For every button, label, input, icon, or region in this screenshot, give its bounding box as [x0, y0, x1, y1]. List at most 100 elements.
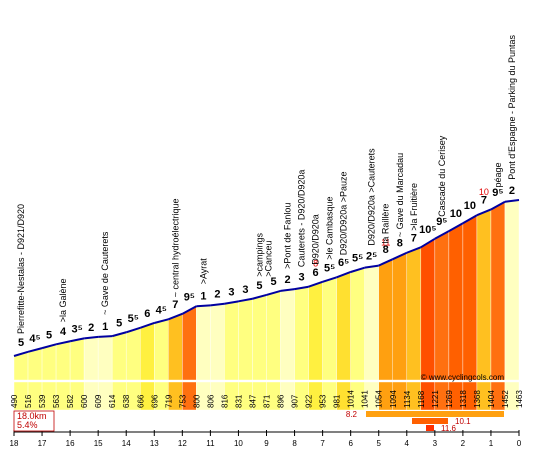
km-tick-label: 14 — [122, 439, 131, 448]
grade-label: 2 — [88, 322, 94, 334]
km-tick-label: 7 — [320, 439, 325, 448]
location-label: D920/D920a >Cauterets — [367, 148, 377, 246]
altitude-label: 1134 — [403, 390, 412, 408]
altitude-label: 638 — [122, 394, 131, 408]
km-tick-label: 13 — [150, 439, 159, 448]
altitude-label: 847 — [248, 394, 257, 408]
altitude-label: 490 — [10, 394, 19, 408]
altitude-label: 614 — [108, 394, 117, 408]
legend-label: 10.1 — [455, 417, 471, 426]
grade-label: 10⁵ — [419, 224, 436, 236]
profile-line — [13, 350, 29, 357]
location-label: la Raillère — [381, 204, 391, 244]
location-label: >Canceu — [263, 240, 273, 276]
profile-line — [98, 335, 113, 338]
profile-segment — [210, 303, 225, 381]
km-tick-label: 17 — [38, 439, 47, 448]
location-labels: Pierrefitte-Nestalas - D921/D920 >la Galè… — [16, 34, 517, 334]
profile-line — [238, 297, 253, 303]
profile-line — [84, 335, 99, 340]
km-tick-label: 4 — [405, 439, 410, 448]
grade-label: 10 — [464, 200, 476, 212]
grade-label: 1 — [102, 321, 108, 333]
profile-segment — [266, 290, 281, 381]
location-label: ~ central hydroélectrique — [170, 198, 180, 297]
altitude-label: 953 — [319, 394, 328, 408]
grade-label: 3 — [242, 284, 248, 296]
altitude-labels: 490 516 539 563 582 600 609 614 638 666 696 719 753 8… — [10, 390, 524, 408]
grade-label: 5⁵ — [352, 253, 363, 265]
legend-bar — [366, 411, 504, 417]
km-tick-label: 8 — [292, 439, 297, 448]
profile-line — [111, 331, 127, 338]
max-grade-label: 10 — [479, 187, 489, 197]
grade-label: 2 — [214, 289, 220, 301]
profile-segment — [83, 336, 99, 381]
km-tick-label: 6 — [348, 439, 353, 448]
grade-label: 2 — [284, 274, 290, 286]
altitude-label: 907 — [291, 394, 300, 408]
altitude-label: 1014 — [347, 390, 356, 408]
location-label: péage — [493, 162, 503, 187]
altitude-label: 1041 — [361, 390, 370, 408]
altitude-label: 816 — [220, 394, 229, 408]
location-label: >campings — [254, 232, 264, 276]
profile-segment — [55, 341, 71, 381]
profile-line — [420, 237, 436, 249]
profile-segment — [196, 305, 211, 381]
grade-label: 5⁵ — [324, 262, 335, 274]
grade-label: 4 — [60, 326, 67, 338]
profile-line — [224, 300, 239, 305]
grade-label: 5 — [116, 317, 122, 329]
profile-segment — [238, 298, 253, 381]
grade-label: 5 — [46, 329, 52, 341]
altitude-label: 582 — [66, 394, 75, 408]
grade-label: 8 — [383, 244, 389, 256]
profile-segment — [462, 214, 478, 381]
km-tick-label: 18 — [10, 439, 19, 448]
profile-segment — [41, 344, 57, 381]
profile-segment — [97, 335, 113, 381]
altitude-label: 1221 — [431, 390, 440, 408]
profile-segment — [69, 338, 85, 381]
grade-label: 6 — [144, 308, 150, 320]
grade-label: 2 — [509, 185, 515, 197]
altitude-label: 1269 — [445, 390, 454, 408]
profile-line — [41, 343, 57, 350]
profile-line — [406, 246, 422, 254]
grade-label: 7 — [481, 194, 487, 206]
profile-line — [210, 302, 225, 307]
altitude-label: 831 — [234, 394, 243, 408]
location-label: Pierrefitte-Nestalas - D921/D920 — [16, 204, 26, 334]
credit-text: © www.cyclingcols.com — [421, 373, 505, 382]
profile-segment — [364, 265, 379, 381]
max-grade-label: 11 — [381, 238, 390, 248]
profile-line — [308, 280, 323, 288]
profile-line — [27, 347, 43, 353]
profile-segment — [111, 332, 127, 381]
profile-segment — [448, 222, 464, 381]
profile-segment — [504, 199, 520, 381]
km-tick-label: 15 — [94, 439, 103, 448]
altitude-label: 800 — [192, 394, 201, 408]
altitude-cell — [504, 381, 520, 411]
profile-segment — [434, 230, 450, 381]
legend-label: 8.2 — [346, 410, 358, 419]
profile-line — [462, 214, 478, 225]
legend-bar — [412, 418, 448, 424]
profile-line — [196, 304, 211, 308]
profile-segment — [406, 247, 422, 381]
profile-line — [252, 293, 267, 300]
profile-segment — [168, 313, 183, 381]
location-label: D920/D920a >Pauze — [339, 171, 349, 255]
profile-line — [69, 337, 85, 343]
grade-label: 1 — [200, 290, 206, 302]
altitude-label: 1368 — [473, 390, 482, 408]
km-tick-label: 1 — [489, 439, 494, 448]
profile-line — [476, 208, 492, 217]
max-grade-label: 8 — [313, 259, 318, 269]
legend-bar — [426, 425, 434, 431]
location-label: ~ Gave de Cauterets — [100, 231, 110, 315]
km-tick-label: 0 — [517, 439, 522, 448]
